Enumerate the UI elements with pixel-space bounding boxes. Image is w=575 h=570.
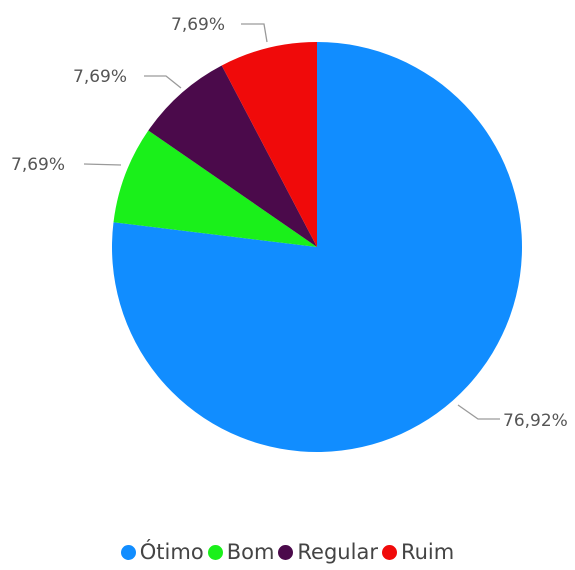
pie-slice-regular[interactable] (148, 65, 317, 247)
legend-item-ruim[interactable]: Ruim (381, 540, 455, 564)
legend-marker-otimo (120, 544, 136, 560)
legend-marker-bom (207, 544, 223, 560)
leader-line-otimo (457, 404, 500, 420)
data-label-bom: 7,69% (11, 155, 65, 175)
data-label-regular: 7,69% (73, 67, 127, 87)
leader-line-ruim (241, 23, 268, 43)
legend-marker-regular (278, 544, 294, 560)
pie-slice-bom[interactable] (113, 130, 318, 247)
data-label-otimo: 76,92% (503, 411, 568, 431)
legend: Ótimo Bom Regular Ruim (0, 534, 575, 570)
pie-slice-ruim[interactable] (221, 42, 317, 247)
legend-item-regular[interactable]: Regular (278, 540, 378, 564)
legend-label-bom: Bom (226, 540, 275, 564)
legend-item-bom[interactable]: Bom (207, 540, 275, 564)
legend-marker-ruim (381, 544, 397, 560)
legend-label-otimo: Ótimo (139, 540, 204, 564)
pie-slice-otimo[interactable] (111, 42, 522, 452)
leader-line-bom (83, 163, 122, 166)
legend-item-otimo[interactable]: Ótimo (120, 540, 204, 564)
leader-line-regular (144, 75, 182, 89)
pie-slices (111, 42, 522, 452)
data-label-ruim: 7,69% (171, 15, 225, 35)
legend-label-ruim: Ruim (400, 540, 455, 564)
pie-data-labels: 76,92% 7,69% 7,69% 7,69% (11, 15, 568, 431)
legend-label-regular: Regular (297, 540, 378, 564)
